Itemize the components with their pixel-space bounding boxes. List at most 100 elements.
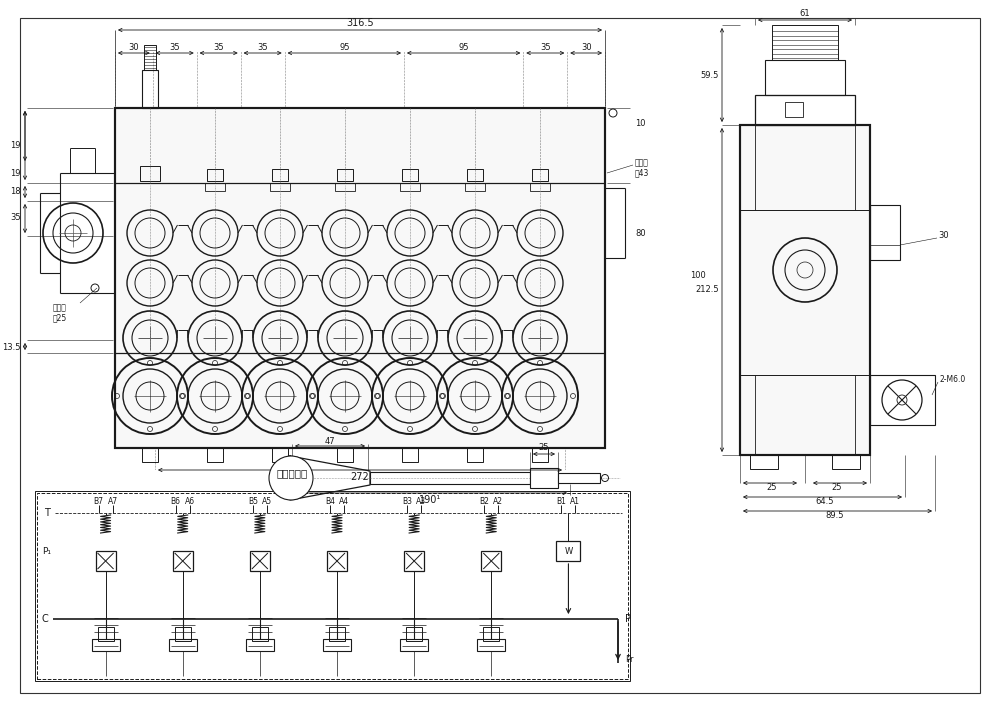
Text: P₁: P₁ (42, 546, 52, 555)
Text: A3: A3 (416, 498, 426, 506)
Bar (370, 472, 530, 484)
Bar (144, 45, 156, 70)
Text: 95: 95 (339, 43, 350, 51)
Bar (37, 493, 628, 679)
Text: 2-M6.0: 2-M6.0 (940, 376, 966, 384)
Bar (400, 639, 428, 651)
Bar (755, 95, 855, 125)
Text: B1: B1 (556, 498, 566, 506)
Text: B7: B7 (94, 498, 104, 506)
Bar (142, 70, 158, 108)
Text: B5: B5 (248, 498, 258, 506)
Bar (406, 627, 422, 641)
Bar (400, 183, 420, 191)
Text: 100: 100 (690, 270, 706, 279)
Bar (115, 108, 605, 448)
Bar (205, 183, 225, 191)
Text: 35: 35 (10, 213, 21, 222)
Bar (870, 375, 935, 425)
Text: 95: 95 (458, 43, 469, 51)
Text: A5: A5 (262, 498, 272, 506)
Bar (402, 448, 418, 462)
Text: 190¹: 190¹ (419, 495, 441, 505)
Text: B6: B6 (171, 498, 181, 506)
Text: 59.5: 59.5 (701, 71, 719, 80)
Text: 25: 25 (539, 443, 549, 453)
Text: 35: 35 (257, 43, 268, 51)
Bar (337, 448, 353, 462)
Bar (467, 169, 483, 181)
Bar (169, 639, 197, 651)
Text: W: W (564, 546, 573, 555)
Text: 316.5: 316.5 (346, 18, 374, 28)
Text: 25: 25 (832, 483, 842, 493)
Bar (272, 169, 288, 181)
Text: 35: 35 (169, 43, 180, 51)
Bar (532, 169, 548, 181)
Text: 液压原理图: 液压原理图 (277, 468, 308, 478)
Text: Pr: Pr (625, 655, 634, 664)
Bar (556, 541, 580, 561)
Text: 272: 272 (351, 472, 369, 482)
Bar (740, 125, 870, 455)
Bar (323, 639, 351, 651)
Bar (96, 551, 116, 571)
Bar (772, 25, 838, 60)
Bar (832, 455, 860, 469)
Bar (465, 183, 485, 191)
Bar (250, 551, 270, 571)
Bar (140, 166, 160, 181)
Text: 安装孔
高43: 安装孔 高43 (635, 158, 649, 178)
Bar (329, 627, 345, 641)
Text: 61: 61 (800, 9, 810, 19)
Text: B2: B2 (479, 498, 489, 506)
Bar (142, 448, 158, 462)
Bar (335, 183, 355, 191)
Bar (207, 169, 223, 181)
Bar (750, 455, 778, 469)
Text: B3: B3 (402, 498, 412, 506)
Bar (477, 639, 505, 651)
Bar (252, 627, 268, 641)
Bar (870, 205, 900, 260)
Text: 30: 30 (938, 230, 949, 240)
Text: 10: 10 (635, 118, 646, 128)
Bar (272, 448, 288, 462)
Bar (207, 448, 223, 462)
Text: A2: A2 (493, 498, 503, 506)
Text: B4: B4 (325, 498, 335, 506)
Bar (558, 473, 600, 483)
Bar (481, 551, 501, 571)
Bar (765, 60, 845, 95)
Bar (35, 491, 630, 681)
Text: 35: 35 (540, 43, 551, 51)
Text: 212.5: 212.5 (695, 285, 719, 294)
Bar (270, 183, 290, 191)
Bar (785, 102, 803, 117)
Text: 30: 30 (129, 43, 139, 51)
Text: 47: 47 (325, 436, 335, 446)
Bar (530, 183, 550, 191)
Text: 安装孔
高25: 安装孔 高25 (53, 303, 67, 323)
Text: 35: 35 (213, 43, 224, 51)
Bar (98, 627, 114, 641)
Text: C: C (42, 614, 48, 624)
Bar (173, 551, 193, 571)
Text: 19: 19 (10, 141, 21, 150)
Bar (467, 448, 483, 462)
Text: 18: 18 (10, 188, 21, 197)
Bar (483, 627, 499, 641)
Bar (530, 468, 558, 488)
Polygon shape (290, 456, 370, 500)
Bar (246, 639, 274, 651)
Bar (404, 551, 424, 571)
Text: 19: 19 (10, 170, 21, 178)
Text: P: P (625, 614, 631, 624)
Text: 13.5: 13.5 (2, 342, 21, 352)
Text: T: T (44, 508, 50, 518)
Text: 89.5: 89.5 (826, 511, 844, 520)
Text: A6: A6 (185, 498, 195, 506)
Text: A7: A7 (108, 498, 118, 506)
Bar (740, 125, 870, 455)
Text: 30: 30 (581, 43, 591, 51)
